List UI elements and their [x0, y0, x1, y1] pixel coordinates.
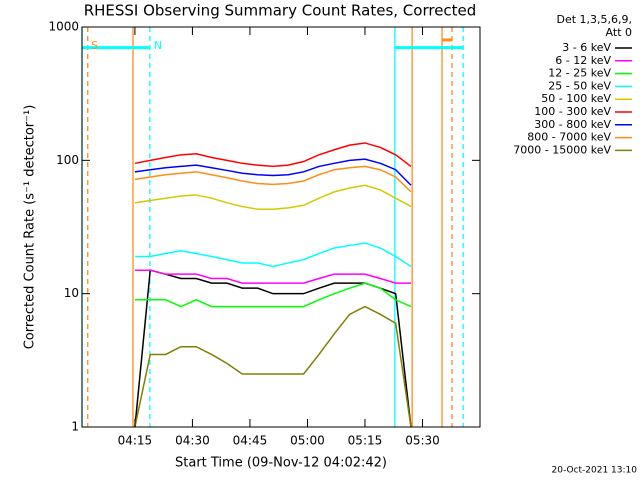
y-tick-label: 10	[64, 286, 79, 300]
legend-label: 50 - 100 keV	[541, 92, 611, 105]
y-tick-label: 1000	[48, 20, 79, 34]
legend-label: 800 - 7000 keV	[527, 131, 611, 144]
chart-title: RHESSI Observing Summary Count Rates, Co…	[84, 2, 477, 20]
series-line	[134, 184, 412, 210]
plot-frame	[81, 26, 481, 428]
legend-label: 25 - 50 keV	[548, 79, 611, 92]
legend-label: 12 - 25 keV	[548, 67, 611, 80]
x-axis-label: Start Time (09-Nov-12 04:02:42)	[175, 456, 387, 471]
x-tick-label: 04:45	[233, 434, 268, 448]
legend-label: 6 - 12 keV	[555, 54, 611, 67]
legend-label: 7000 - 15000 keV	[513, 143, 611, 156]
legend-title: Det 1,3,5,6,9,	[556, 13, 632, 26]
footer: 20-Oct-2021 13:10	[552, 466, 638, 476]
x-tick-label: 04:15	[118, 434, 153, 448]
series-line	[134, 165, 412, 193]
y-axis-label: Corrected Count Rate (s⁻¹ detector⁻¹)	[23, 105, 38, 350]
series-line	[134, 158, 412, 186]
series-line	[134, 242, 412, 268]
flag-label: N	[154, 39, 162, 52]
series-line	[134, 305, 412, 428]
legend-label: 100 - 300 keV	[534, 105, 611, 118]
flag-label: S	[91, 39, 98, 52]
legend-label: 300 - 800 keV	[534, 118, 611, 131]
legend-title: Att 0	[606, 26, 632, 39]
x-tick-label: 05:30	[405, 434, 440, 448]
y-tick-label: 1	[71, 420, 79, 434]
x-tick-label: 05:15	[348, 434, 383, 448]
x-tick-label: 05:00	[290, 434, 325, 448]
series-line	[134, 282, 412, 308]
series-line	[134, 142, 412, 168]
legend-label: 3 - 6 keV	[562, 41, 611, 54]
x-tick-label: 04:30	[175, 434, 210, 448]
y-tick-label: 100	[56, 153, 79, 167]
series-line	[134, 269, 411, 284]
